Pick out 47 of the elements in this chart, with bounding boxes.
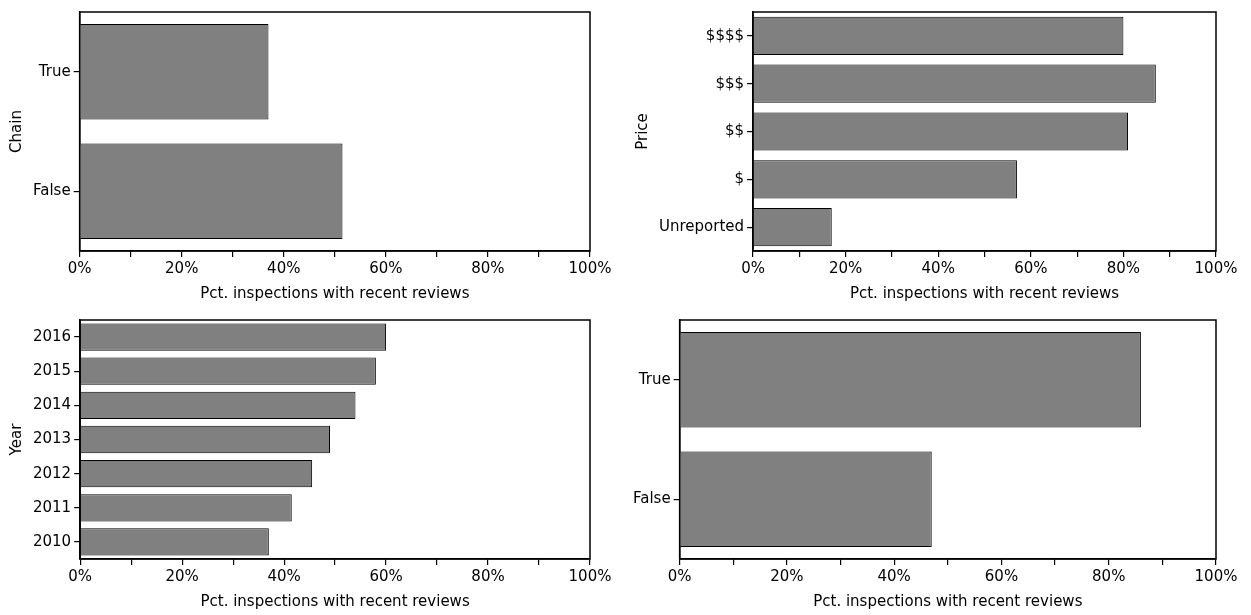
- x-tick-label: 0%: [67, 258, 92, 277]
- x-axis-title: Pct. inspections with recent reviews: [849, 283, 1120, 302]
- y-axis-title: Year: [6, 422, 25, 457]
- y-tick-label: True: [637, 369, 671, 388]
- x-tick-label: 80%: [1106, 258, 1141, 277]
- y-tick-label: False: [633, 489, 671, 508]
- x-tick-label: 60%: [984, 566, 1019, 585]
- x-tick-label: 100%: [1194, 258, 1238, 277]
- x-axis-title: Pct. inspections with recent reviews: [200, 591, 470, 610]
- y-tick-label: True: [37, 61, 71, 80]
- x-tick-label: 20%: [165, 258, 199, 277]
- y-tick-label: $: [734, 169, 745, 188]
- y-tick-label: 2010: [32, 531, 72, 550]
- y-tick-label: 2016: [32, 326, 72, 345]
- x-tick-label: 0%: [68, 566, 93, 585]
- x-tick-label: 80%: [471, 566, 505, 585]
- x-tick-label: 20%: [770, 566, 804, 585]
- x-axis-title: Pct. inspections with recent reviews: [200, 283, 470, 302]
- x-axis-title: Pct. inspections with recent reviews: [813, 591, 1083, 610]
- x-tick-label: 100%: [568, 566, 612, 585]
- y-tick-label: 2015: [32, 361, 72, 380]
- x-tick-label: 40%: [267, 566, 301, 585]
- y-tick-label: $$: [724, 121, 745, 140]
- x-tick-label: 100%: [1194, 566, 1238, 585]
- y-tick-label: Unreported: [658, 216, 745, 235]
- x-tick-label: 80%: [471, 258, 505, 277]
- y-tick-label: 2014: [32, 395, 72, 414]
- x-tick-label: 40%: [267, 258, 301, 277]
- x-tick-label: 60%: [1014, 258, 1048, 277]
- x-tick-label: 40%: [921, 258, 955, 277]
- x-tick-label: 20%: [165, 566, 199, 585]
- x-tick-label: 60%: [369, 566, 403, 585]
- y-tick-label: 2013: [32, 429, 72, 448]
- y-tick-label: 2011: [32, 497, 72, 516]
- x-tick-label: 0%: [667, 566, 692, 585]
- y-tick-label: 2012: [32, 463, 72, 482]
- y-axis-title: Chain: [6, 110, 25, 153]
- x-tick-label: 40%: [877, 566, 911, 585]
- x-tick-label: 20%: [828, 258, 863, 277]
- y-axis-title: Price: [632, 113, 651, 150]
- x-tick-label: 100%: [568, 258, 612, 277]
- y-tick-label: False: [33, 181, 71, 200]
- x-tick-label: 80%: [1092, 566, 1126, 585]
- x-tick-label: 0%: [741, 258, 765, 277]
- y-tick-label: $$$: [715, 73, 745, 92]
- x-tick-label: 60%: [369, 258, 403, 277]
- y-tick-label: $$$$: [705, 25, 745, 44]
